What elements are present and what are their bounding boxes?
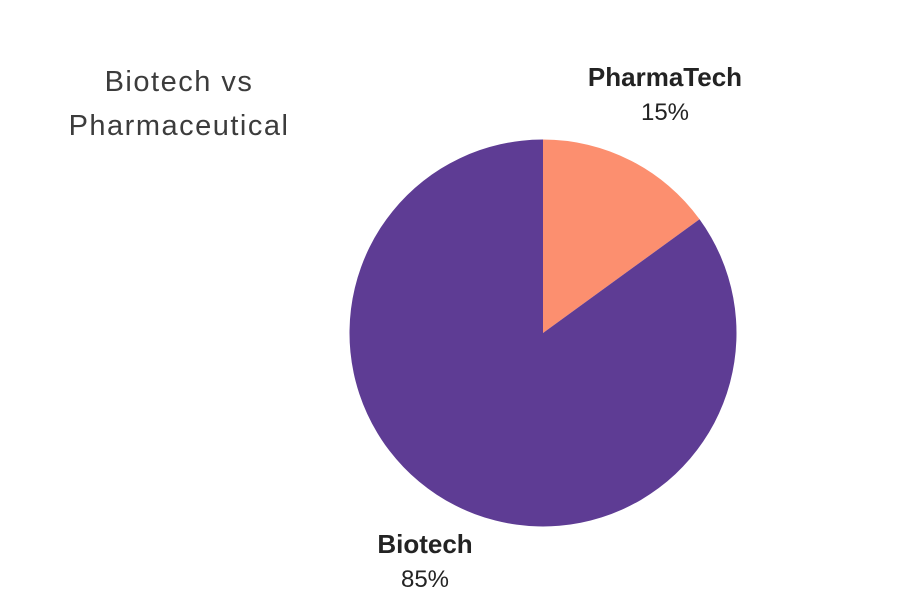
chart-title: Biotech vs Pharmaceutical: [38, 60, 320, 148]
slice-label-pharmatech-percent: 15%: [640, 99, 690, 126]
chart-title-line1: Biotech vs: [104, 66, 254, 98]
slice-label-pharmatech-name: PharmaTech: [587, 62, 743, 92]
pie-slice-pharmatech: [543, 139, 700, 333]
slice-label-pharmatech: PharmaTech 15%: [545, 62, 785, 127]
slice-label-biotech: Biotech 85%: [305, 529, 545, 594]
chart-title-line2: Pharmaceutical: [68, 110, 290, 142]
slice-label-biotech-name: Biotech: [377, 529, 473, 559]
slice-label-biotech-percent: 85%: [400, 566, 450, 593]
pie-slice-biotech: [349, 139, 737, 527]
